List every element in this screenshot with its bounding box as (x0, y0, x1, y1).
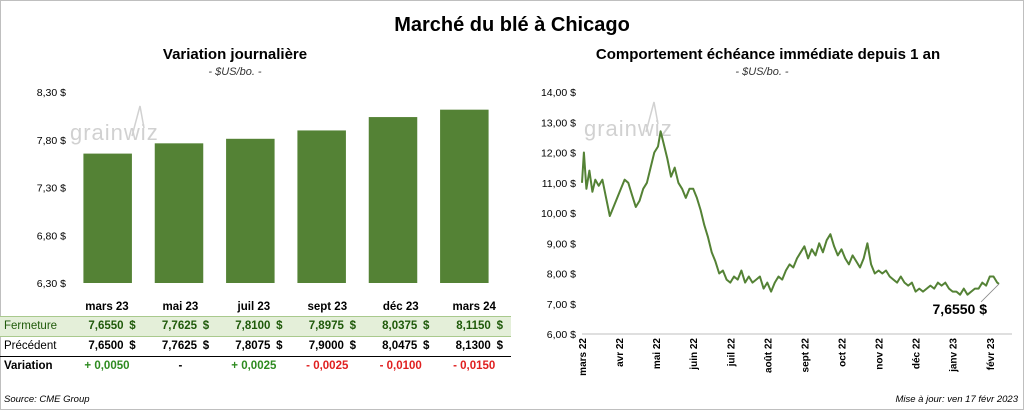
y-tick-label: 8,30 $ (37, 87, 66, 99)
currency-symbol: $ (125, 315, 144, 337)
y-tick-label: 9,00 $ (547, 238, 576, 250)
x-tick-label: févr 23 (986, 338, 997, 371)
page-title: Marché du blé à Chicago (394, 14, 630, 36)
right-chart-title: Comportement échéance immédiate depuis 1… (595, 46, 941, 63)
contract-header: juil 23 (237, 300, 271, 313)
right-chart-unit: - $US/bo. - (735, 66, 789, 78)
previous-value: 7,7625 (143, 336, 200, 357)
close-row: Fermeture 7,6550 $ 7,7625 $ 7,8100 $ 7,8… (0, 315, 511, 337)
close-value: 7,6550 (70, 315, 126, 337)
bar (226, 138, 275, 283)
grainwiz-logo: grainwiz (584, 101, 673, 141)
contract-header: déc 23 (382, 300, 419, 313)
last-value-label: 7,6550 $ (933, 301, 988, 317)
y-tick-label: 12,00 $ (541, 148, 576, 160)
variation-value: - 0,0150 (453, 360, 496, 373)
header-blank-cell (0, 298, 70, 316)
table-header-row: mars 23 mai 23 juil 23 sept 23 déc 23 ma… (0, 298, 511, 316)
variation-value: - (178, 360, 183, 373)
x-tick-label: sept 22 (800, 338, 811, 373)
variation-value: - 0,0025 (306, 360, 349, 373)
currency-symbol: $ (492, 315, 511, 337)
close-value: 7,8975 (290, 315, 346, 337)
variation-value: + 0,0025 (231, 360, 277, 373)
contract-header: sept 23 (307, 300, 348, 313)
y-tick-label: 6,00 $ (547, 329, 576, 341)
x-tick-label: avr 22 (615, 338, 626, 367)
grainwiz-logo-mark (645, 101, 659, 133)
source-note: Source: CME Group (4, 394, 90, 405)
bar (297, 130, 346, 283)
close-value: 7,7625 (143, 315, 200, 337)
x-tick-label: mars 22 (578, 338, 589, 376)
y-tick-label: 8,00 $ (547, 269, 576, 281)
x-tick-label: oct 22 (837, 338, 848, 367)
close-value: 7,8100 (217, 315, 273, 337)
currency-symbol: $ (345, 315, 364, 337)
bar (440, 109, 489, 283)
currency-symbol: $ (345, 336, 364, 357)
y-tick-label: 7,00 $ (547, 299, 576, 311)
price-line (581, 130, 1000, 296)
y-tick-label: 6,30 $ (37, 278, 66, 290)
grainwiz-logo-text: grainwiz (584, 116, 673, 141)
y-tick-label: 14,00 $ (541, 87, 576, 99)
currency-symbol: $ (492, 336, 511, 357)
previous-value: 8,0475 (364, 336, 420, 357)
x-tick-label: déc 22 (912, 338, 923, 370)
x-tick-label: mai 22 (652, 338, 663, 370)
y-tick-label: 10,00 $ (541, 208, 576, 220)
variation-row: Variation + 0,0050 - + 0,0025 - 0,0025 -… (0, 356, 511, 376)
currency-symbol: $ (125, 336, 144, 357)
currency-symbol: $ (199, 336, 218, 357)
previous-value: 7,9000 (290, 336, 346, 357)
previous-value: 7,6500 (70, 336, 126, 357)
y-tick-label: 11,00 $ (542, 178, 576, 190)
x-tick-label: nov 22 (875, 338, 886, 370)
variation-row-label: Variation (4, 360, 53, 373)
contract-header: mai 23 (162, 300, 199, 313)
x-tick-label: juin 22 (689, 338, 700, 371)
currency-symbol: $ (272, 336, 291, 357)
previous-row: Précédent 7,6500 $ 7,7625 $ 7,8075 $ 7,9… (0, 336, 511, 357)
quotes-table: mars 23 mai 23 juil 23 sept 23 déc 23 ma… (0, 298, 511, 376)
x-tick-label: août 22 (763, 338, 774, 373)
contract-header: mars 23 (85, 300, 129, 313)
grainwiz-logo-mark (131, 105, 145, 137)
grainwiz-logo: grainwiz (70, 105, 159, 145)
previous-row-label: Précédent (0, 336, 71, 357)
update-note: Mise à jour: ven 17 févr 2023 (895, 394, 1018, 405)
bar-chart: 8,30 $ 7,80 $ 7,30 $ 6,80 $ 6,30 $ grainwiz (37, 87, 489, 290)
currency-symbol: $ (419, 315, 438, 337)
x-tick-label: janv 23 (949, 338, 960, 373)
previous-value: 7,8075 (217, 336, 273, 357)
currency-symbol: $ (199, 315, 218, 337)
line-chart: 14,00 $ 13,00 $ 12,00 $ 11,00 $ 10,00 $ 9,00 … (541, 87, 1012, 376)
y-tick-label: 13,00 $ (541, 117, 576, 129)
left-chart-title: Variation journalière (162, 46, 308, 63)
contract-header: mars 24 (452, 300, 496, 313)
grainwiz-logo-text: grainwiz (70, 120, 159, 145)
close-value: 8,0375 (364, 315, 420, 337)
close-value: 8,1150 (437, 315, 493, 337)
left-chart-unit: - $US/bo. - (208, 66, 262, 78)
bar (154, 143, 204, 283)
last-value-leader (980, 283, 1000, 303)
previous-value: 8,1300 (437, 336, 493, 357)
variation-value: - 0,0100 (379, 360, 422, 373)
y-tick-label: 7,80 $ (37, 135, 66, 147)
variation-value: + 0,0050 (84, 360, 130, 373)
close-row-label: Fermeture (0, 315, 71, 337)
bar (368, 117, 418, 283)
currency-symbol: $ (419, 336, 438, 357)
currency-symbol: $ (272, 315, 291, 337)
y-tick-label: 6,80 $ (37, 230, 66, 242)
y-tick-label: 7,30 $ (37, 183, 66, 195)
x-tick-label: juil 22 (726, 338, 737, 368)
bar (83, 153, 132, 283)
